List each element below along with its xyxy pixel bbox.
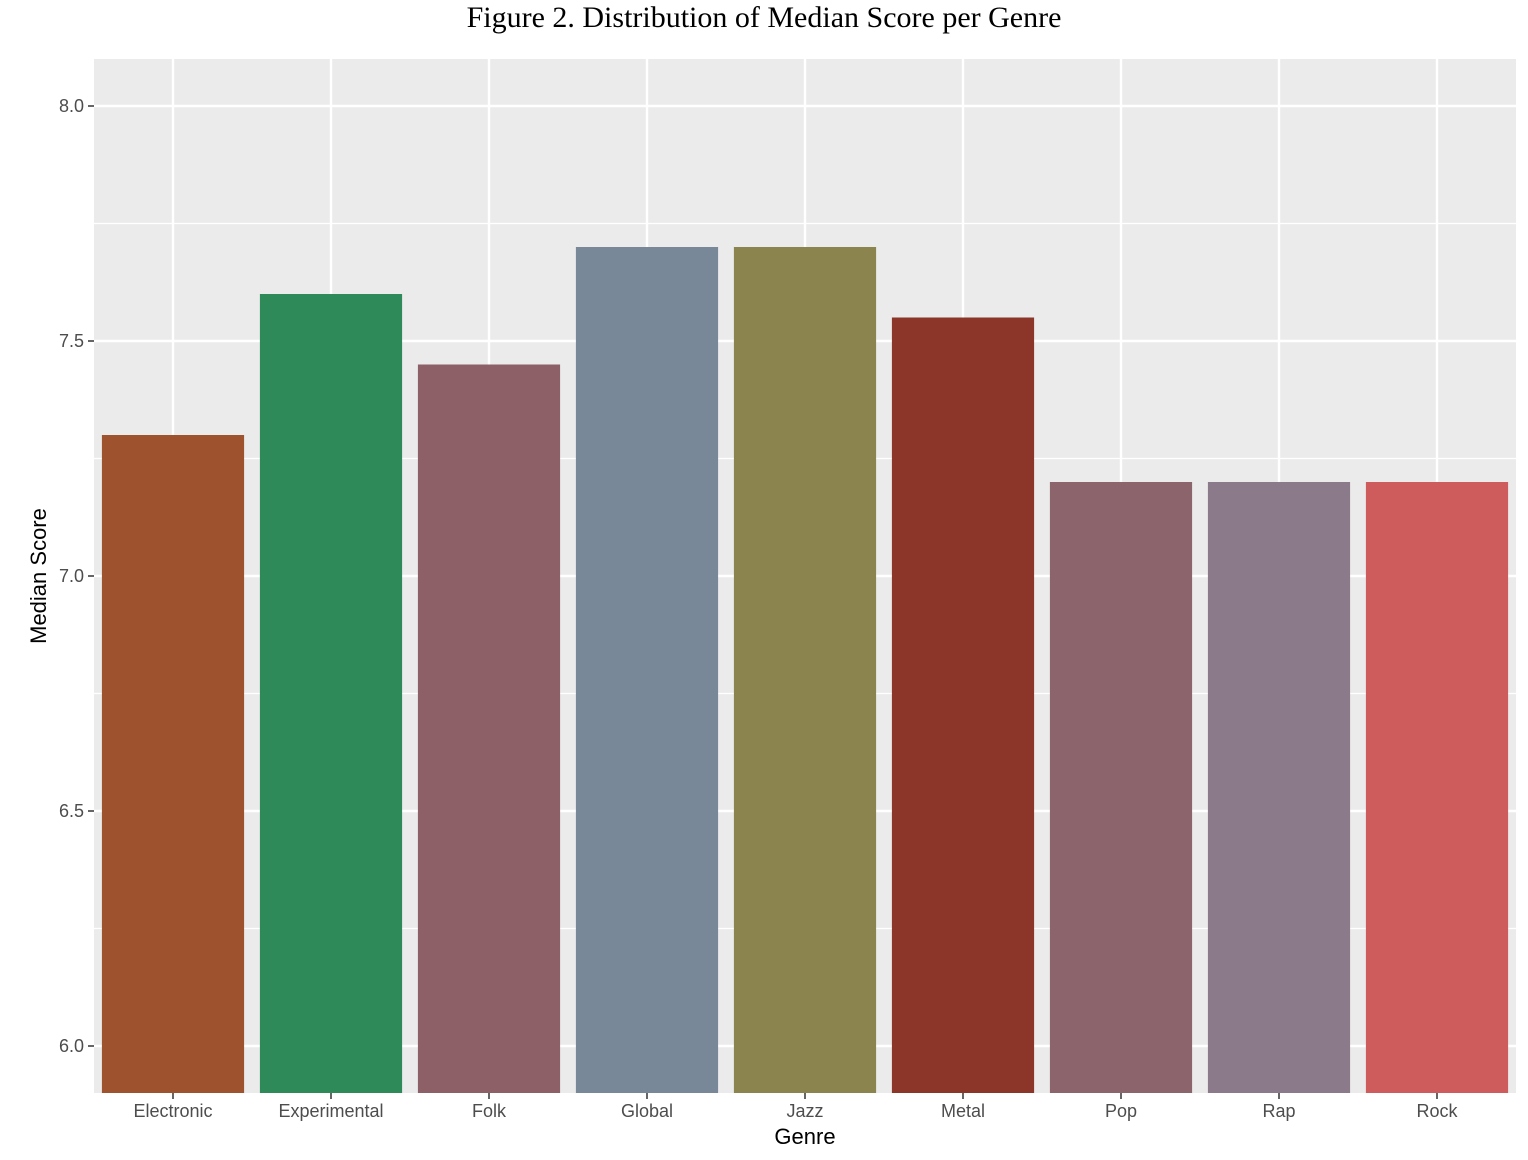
y-tick-label: 6.5 [59, 801, 84, 821]
x-tick-label: Metal [941, 1101, 985, 1121]
x-tick-label: Experimental [278, 1101, 383, 1121]
x-tick-label: Rock [1416, 1101, 1458, 1121]
bar-jazz [733, 247, 877, 1093]
bar-folk [417, 364, 561, 1093]
x-tick-label: Global [621, 1101, 673, 1121]
bar-rock [1365, 482, 1509, 1093]
x-tick-label: Electronic [133, 1101, 212, 1121]
bar-electronic [101, 435, 245, 1093]
chart-title: Figure 2. Distribution of Median Score p… [466, 1, 1062, 34]
x-axis-title: Genre [774, 1124, 835, 1149]
y-tick-label: 7.0 [59, 566, 84, 586]
x-tick-label: Rap [1262, 1101, 1295, 1121]
y-tick-label: 7.5 [59, 331, 84, 351]
bar-experimental [259, 294, 403, 1093]
y-axis-title: Median Score [26, 508, 51, 644]
x-axis: Electronic Experimental Folk Global Jazz Meta… [133, 1093, 1459, 1121]
x-tick-label: Jazz [786, 1101, 823, 1121]
bar-metal [891, 317, 1035, 1093]
bar-global [575, 247, 719, 1093]
x-tick-label: Folk [472, 1101, 507, 1121]
bar-series [101, 247, 1509, 1093]
bar-pop [1049, 482, 1193, 1093]
y-tick-label: 8.0 [59, 96, 84, 116]
x-tick-label: Pop [1105, 1101, 1137, 1121]
bar-rap [1207, 482, 1351, 1093]
y-tick-label: 6.0 [59, 1036, 84, 1056]
y-axis: 6.0 6.5 7.0 7.5 8.0 [59, 96, 94, 1056]
